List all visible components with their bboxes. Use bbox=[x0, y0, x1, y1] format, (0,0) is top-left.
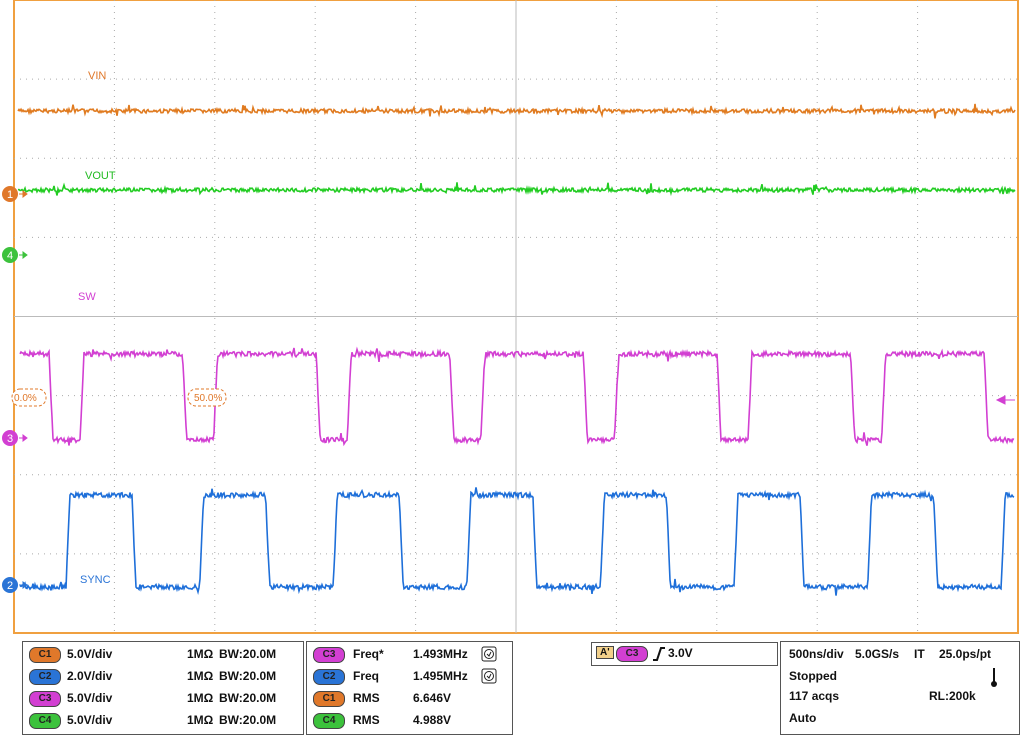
bandwidth: BW:20.0M bbox=[219, 691, 277, 705]
trace-label: VIN bbox=[88, 70, 106, 82]
trigger-source: C3 bbox=[616, 646, 648, 662]
acq-mode: IT bbox=[914, 647, 925, 661]
channel-settings-panel: C1 5.0V/div 1MΩ BW:20.0M C2 2.0V/div 1MΩ … bbox=[22, 641, 304, 735]
impedance: 1MΩ bbox=[187, 647, 214, 661]
measurement-row: C1 RMS 6.646V bbox=[313, 688, 508, 708]
channel-badge: C4 bbox=[29, 713, 61, 729]
waveforms bbox=[17, 103, 1016, 596]
vertical-scale: 5.0V/div bbox=[67, 691, 113, 705]
measurement-row: C3 Freq* 1.493MHz bbox=[313, 644, 508, 664]
measurement-name: Freq* bbox=[353, 647, 384, 661]
graticule bbox=[14, 0, 1018, 633]
channel-row: C1 5.0V/div 1MΩ BW:20.0M bbox=[29, 644, 299, 664]
cursor-label: 0.0% bbox=[11, 388, 47, 407]
trigger-panel: A' C3 3.0V bbox=[591, 642, 778, 666]
marker-number: 2 bbox=[7, 580, 13, 592]
marker-number: 3 bbox=[7, 433, 13, 445]
trace-label: VOUT bbox=[85, 170, 116, 182]
bandwidth: BW:20.0M bbox=[219, 647, 277, 661]
measurement-source: C1 bbox=[313, 691, 345, 707]
measurement-stats-icon bbox=[481, 646, 497, 662]
waveform bbox=[17, 182, 1016, 197]
trigger-level: 3.0V bbox=[668, 646, 693, 660]
rising-edge-icon bbox=[653, 647, 665, 661]
vertical-scale: 2.0V/div bbox=[67, 669, 113, 683]
measurements-panel: C3 Freq* 1.493MHz C2 Freq 1.495MHz C1 RMS … bbox=[306, 641, 513, 735]
waveform bbox=[17, 103, 1016, 119]
waveform bbox=[19, 487, 1015, 596]
impedance: 1MΩ bbox=[187, 669, 214, 683]
bandwidth: BW:20.0M bbox=[219, 713, 277, 727]
measurement-value: 1.493MHz bbox=[413, 647, 468, 661]
measurement-source: C3 bbox=[313, 647, 345, 663]
measurement-name: RMS bbox=[353, 691, 380, 705]
sample-rate: 5.0GS/s bbox=[855, 647, 900, 661]
channel-row: C2 2.0V/div 1MΩ BW:20.0M bbox=[29, 666, 299, 686]
measurement-source: C2 bbox=[313, 669, 345, 685]
cursor-label: 50.0% bbox=[187, 388, 227, 407]
cursor-text: 0.0% bbox=[14, 393, 37, 404]
measurement-name: RMS bbox=[353, 713, 380, 727]
channel-badge: C1 bbox=[29, 647, 61, 663]
trigger-level-arrow bbox=[995, 395, 1015, 405]
trigger-position-icon bbox=[991, 668, 997, 687]
impedance: 1MΩ bbox=[187, 713, 214, 727]
waveform bbox=[19, 346, 1015, 447]
trigger-label: A' bbox=[596, 646, 614, 659]
vertical-scale: 5.0V/div bbox=[67, 713, 113, 727]
measurement-value: 6.646V bbox=[413, 691, 452, 705]
run-state: Stopped bbox=[789, 669, 837, 683]
measurement-row: C2 Freq 1.495MHz bbox=[313, 666, 508, 686]
measurement-name: Freq bbox=[353, 669, 380, 683]
channel-row: C4 5.0V/div 1MΩ BW:20.0M bbox=[29, 710, 299, 730]
trace-label: SYNC bbox=[80, 574, 111, 586]
channel-marker: 4 bbox=[2, 247, 28, 263]
channel-marker: 3 bbox=[2, 430, 28, 446]
marker-number: 4 bbox=[7, 250, 13, 262]
resolution: 25.0ps/pt bbox=[939, 647, 992, 661]
acquisitions: 117 acqs bbox=[789, 689, 840, 703]
vertical-scale: 5.0V/div bbox=[67, 647, 113, 661]
trigger-mode: Auto bbox=[789, 711, 817, 725]
channel-badge: C3 bbox=[29, 691, 61, 707]
cursor-text: 50.0% bbox=[194, 393, 222, 404]
record-length: RL:200k bbox=[929, 689, 976, 703]
measurement-stats-icon bbox=[481, 668, 497, 684]
bandwidth: BW:20.0M bbox=[219, 669, 277, 683]
measurement-value: 1.495MHz bbox=[413, 669, 468, 683]
measurement-row: C4 RMS 4.988V bbox=[313, 710, 508, 730]
scope-display: VIN VOUT SW SYNC 0.0% 50.0% 1 4 3 2 bbox=[2, 0, 1019, 634]
measurement-source: C4 bbox=[313, 713, 345, 729]
acquisition-panel: 500ns/div 5.0GS/s IT 25.0ps/pt Stopped 1… bbox=[780, 641, 1020, 735]
channel-marker: 2 bbox=[2, 577, 28, 593]
trace-label: SW bbox=[78, 291, 96, 303]
impedance: 1MΩ bbox=[187, 691, 214, 705]
measurement-value: 4.988V bbox=[413, 713, 452, 727]
marker-number: 1 bbox=[7, 189, 13, 201]
timebase: 500ns/div bbox=[789, 647, 844, 661]
channel-marker: 1 bbox=[2, 186, 28, 202]
channel-badge: C2 bbox=[29, 669, 61, 685]
channel-row: C3 5.0V/div 1MΩ BW:20.0M bbox=[29, 688, 299, 708]
